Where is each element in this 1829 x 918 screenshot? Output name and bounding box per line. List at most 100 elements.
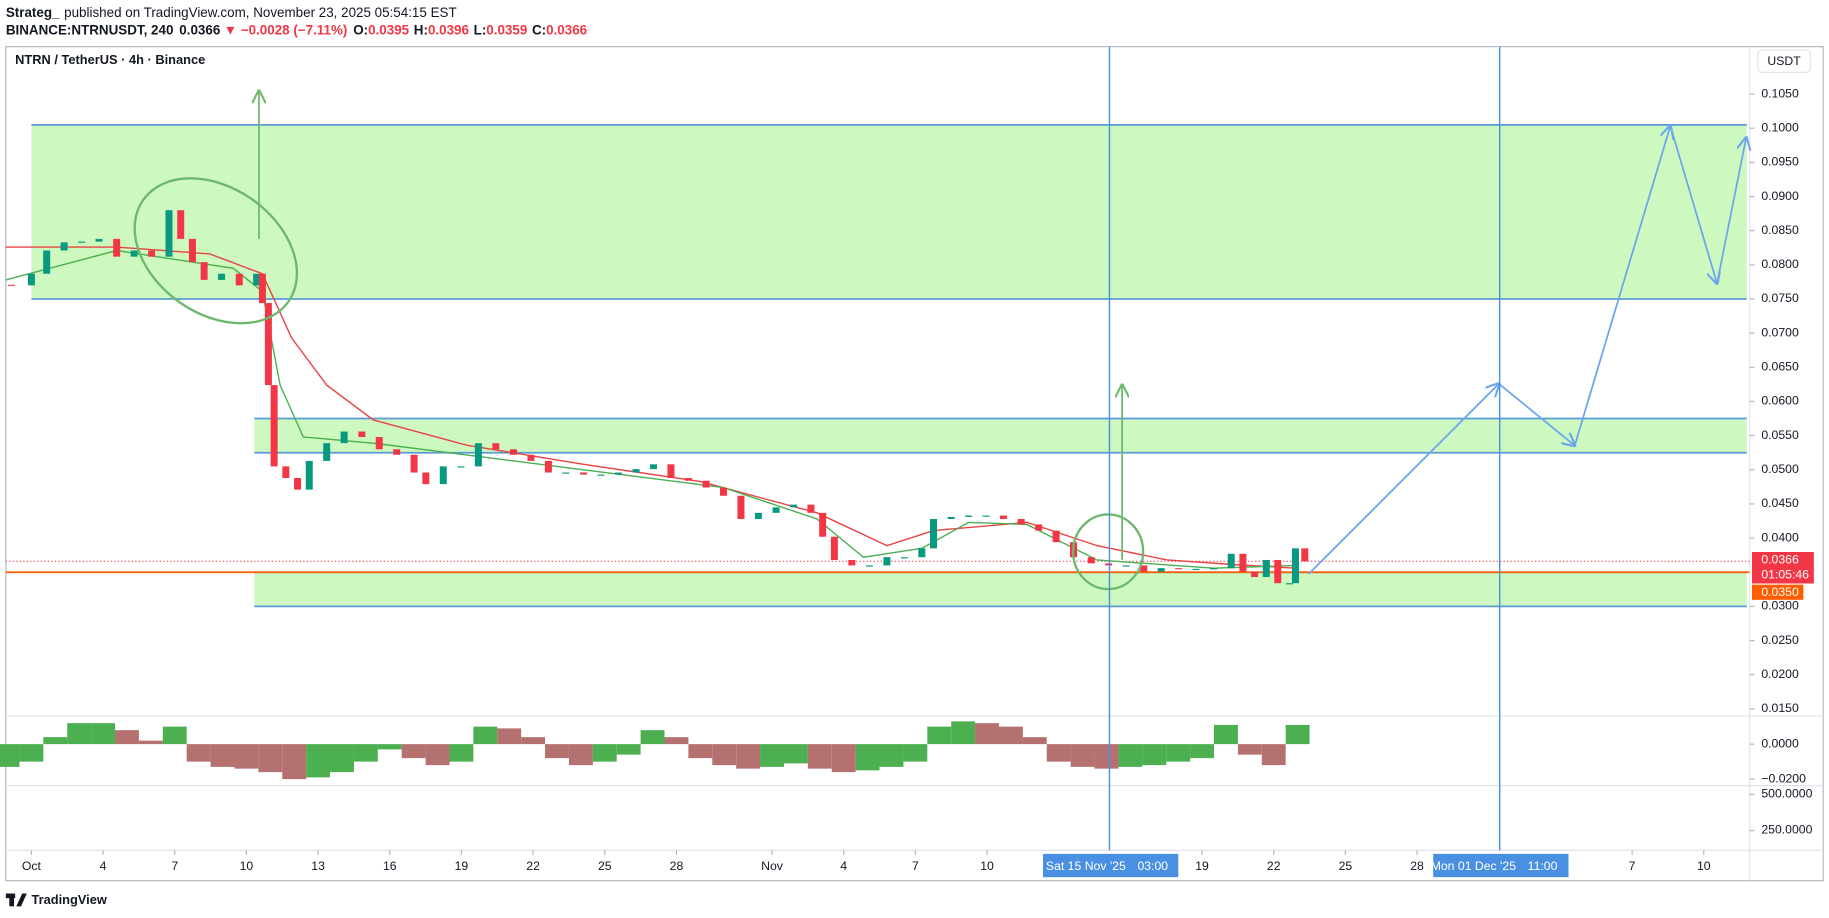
candle (1210, 568, 1218, 570)
oscillator-bar (1142, 744, 1167, 766)
candle (253, 273, 261, 286)
oscillator-bar (19, 744, 44, 762)
zone (31, 124, 1747, 300)
oscillator-bar (736, 744, 761, 769)
time-label: Mon 01 Dec '25 (1431, 859, 1517, 873)
candle (113, 238, 121, 257)
chart-title: NTRN / TetherUS · 4h · Binance (15, 52, 205, 67)
y-tick-label: −0.0200 (1761, 771, 1806, 785)
candle (264, 303, 272, 386)
oscillator-bar (115, 730, 139, 745)
candle (947, 516, 955, 519)
projection-arrow (1573, 126, 1671, 446)
y-tick-label: 0.0800 (1761, 257, 1799, 271)
level-box (1752, 584, 1804, 600)
symbol: BINANCE:NTRNUSDT, 240 (6, 22, 174, 37)
oscillator-bar (640, 730, 665, 745)
candle (597, 474, 605, 476)
level-price: 0.0350 (1761, 585, 1799, 599)
candle (807, 504, 815, 513)
candle (1052, 530, 1060, 543)
oscillator-bar (1046, 744, 1071, 762)
oscillator-bar (67, 723, 92, 745)
oscillator-bar (903, 744, 928, 762)
oscillator-bar (91, 723, 116, 745)
candle (492, 443, 500, 450)
candle (95, 238, 103, 242)
x-tick-label: 4 (840, 859, 847, 873)
x-tick-label: 28 (1410, 859, 1424, 873)
projection-arrow (1498, 383, 1575, 446)
chart-frame (5, 46, 1824, 882)
oscillator-bar (568, 744, 593, 766)
oscillator-bar (951, 721, 976, 745)
oscillator-bar (545, 744, 569, 759)
ohlc-label: H: (414, 22, 428, 37)
change: ▼ −0.0028 (−7.11%) (224, 22, 348, 37)
time-label: 03:00 (1137, 859, 1168, 873)
oscillator-bar (1022, 737, 1047, 745)
drawings (133, 91, 1746, 591)
oscillator-bar (807, 744, 832, 769)
candle (1192, 568, 1200, 571)
oscillator-bar (855, 744, 880, 771)
y-tick-label: 0.0200 (1761, 667, 1799, 681)
y-tick-label: 250.0000 (1761, 823, 1812, 837)
ma-line (5, 246, 1296, 569)
candle (43, 250, 51, 274)
candle (1035, 524, 1043, 531)
candle (772, 507, 780, 513)
candle (544, 460, 552, 473)
axes: 0.0150 0.0200 0.0250 0.0300 0.0400 0.0450 0.05… (22, 46, 1814, 878)
circle-drawing (1071, 513, 1145, 591)
candle (130, 250, 138, 257)
candle (474, 443, 482, 467)
oscillator-bar (927, 726, 952, 745)
oscillator-bar (282, 744, 307, 780)
y-tick-label: 500.0000 (1761, 787, 1812, 801)
currency[interactable]: USDT (1767, 54, 1801, 68)
candle (1239, 553, 1247, 572)
x-tick-label: 13 (311, 859, 325, 873)
oscillator-bar (1070, 744, 1095, 767)
candle (1251, 571, 1259, 578)
candle (982, 515, 990, 517)
y-tick-label: 0.1000 (1761, 120, 1799, 134)
oscillator-bar (831, 744, 856, 773)
candle (200, 262, 208, 280)
candle (632, 469, 640, 473)
x-tick-label: 28 (670, 859, 684, 873)
candle (270, 385, 278, 467)
currency-button[interactable] (1757, 49, 1811, 73)
oscillator-bar (0, 744, 20, 767)
candle (1105, 563, 1113, 566)
candle (900, 557, 908, 559)
candle (340, 431, 348, 444)
ohlc-value: 0.0395 (368, 22, 410, 37)
header-line-1: Strateg_ published on TradingView.com, No… (6, 4, 457, 19)
y-tick-label: 0.0300 (1761, 599, 1799, 613)
y-tick-label: 0.0150 (1761, 701, 1799, 715)
logo-mark (9, 893, 14, 907)
candle (702, 480, 710, 488)
candle (188, 238, 196, 263)
candle (1291, 548, 1299, 584)
x-tick-label: 25 (598, 859, 612, 873)
oscillator-bar (43, 737, 68, 745)
candle (393, 449, 401, 455)
candle (848, 559, 856, 566)
projection-arrow (1669, 125, 1717, 283)
oscillator-bar (664, 737, 689, 745)
candle (282, 466, 290, 478)
oscillator-bar (449, 744, 474, 762)
y-tick-label: 0.0850 (1761, 223, 1799, 237)
logo-mark (16, 893, 27, 907)
zone (254, 418, 1747, 453)
candle (684, 477, 692, 481)
x-tick-label: 10 (980, 859, 994, 873)
oscillator-bar (186, 744, 211, 762)
candle (1000, 515, 1008, 519)
oscillator-bar (1190, 744, 1214, 759)
candle (510, 449, 518, 455)
